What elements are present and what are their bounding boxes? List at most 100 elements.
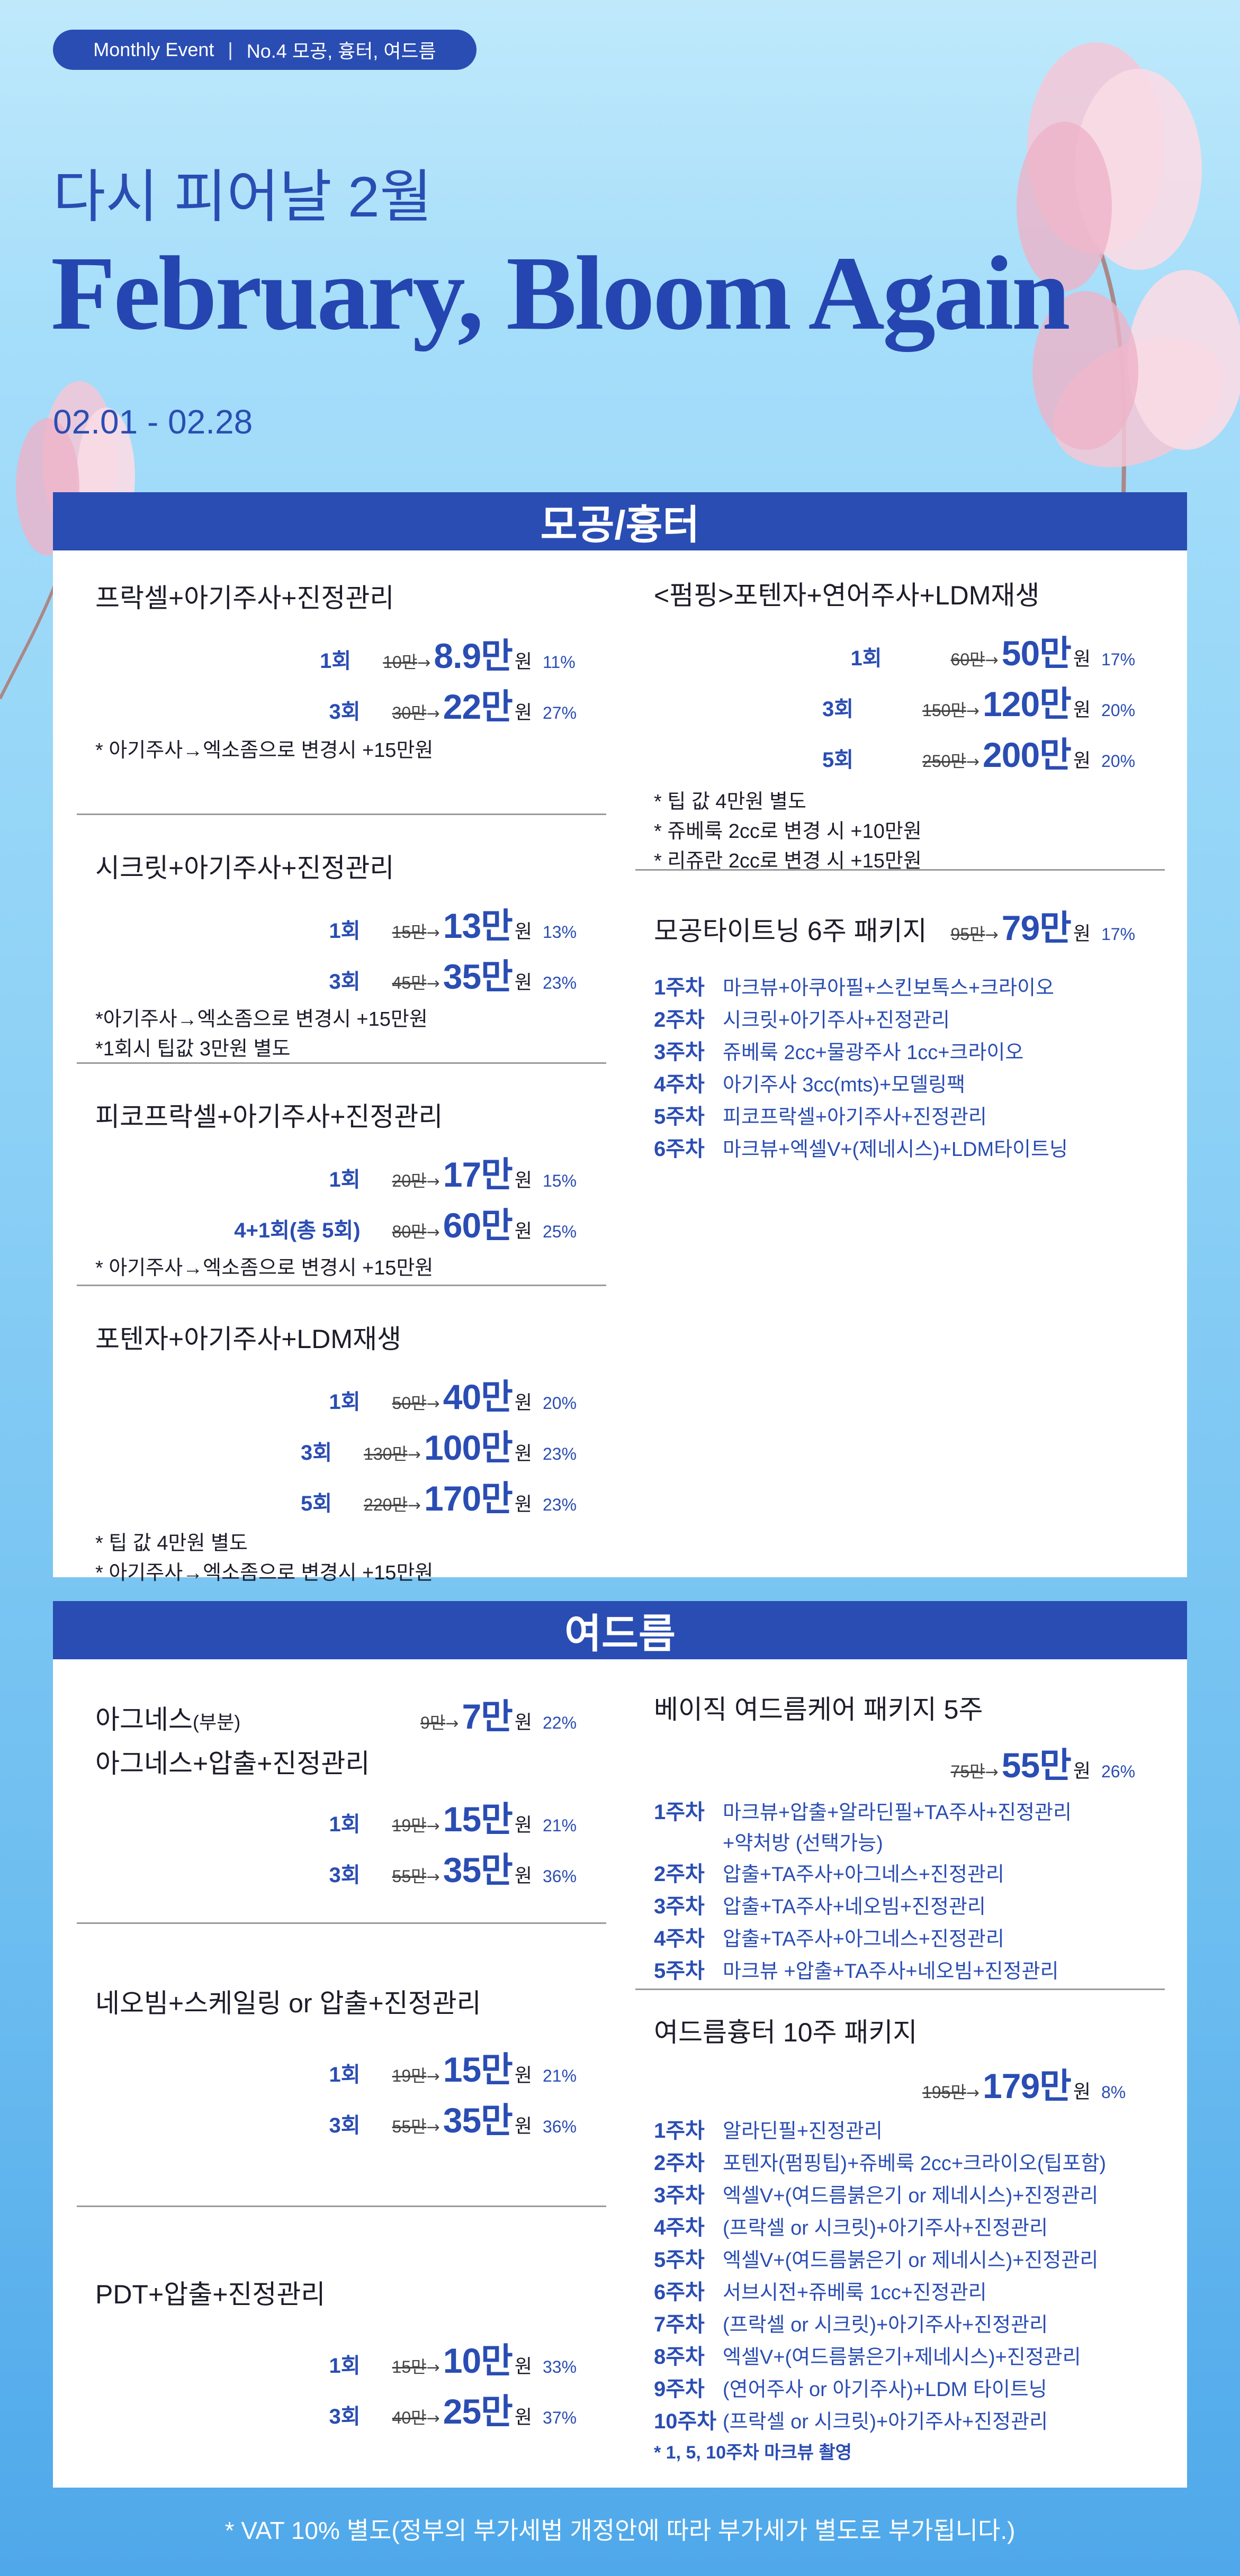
treatment-item: 아그네스(부분) 9만 → 7만 원 22% 아그네스+압출+진정관리 1회 1… — [77, 1659, 606, 1924]
week-label: 3주차 — [654, 1895, 705, 1918]
won-unit: 원 — [514, 2064, 532, 2086]
price-row: 1회 19만 → 15만 원 21% — [95, 2041, 590, 2092]
treatment-item: 포텐자+아기주사+LDM재생 1회 50만 → 40만 원 20% 3회 130… — [77, 1286, 606, 1584]
week-row: 4주차 압출+TA주사+아그네스+진정관리 — [654, 1923, 1149, 1955]
price-row: 3회 45만 → 35만 원 23% — [95, 948, 590, 999]
week-text: 포텐자(펌핑팁)+쥬베룩 2cc+크라이오(팁포함) — [723, 2153, 1107, 2175]
original-price: 19만 — [392, 1816, 427, 1835]
sale-price: 79만 — [1001, 908, 1072, 947]
acne-right-column: 베이직 여드름케어 패키지 5주 75만 → 55만 원 26% 1주차 마크뷰+… — [635, 1659, 1165, 2467]
treatment-item: 피코프락셀+아기주사+진정관리 1회 20만 → 17만 원 15% 4+1회(… — [77, 1064, 606, 1286]
week-row: 5주차 마크뷰 +압출+TA주사+네오빔+진정관리 — [654, 1955, 1149, 1987]
week-row: 2주차 시크릿+아기주사+진정관리 — [654, 1004, 1149, 1036]
week-row: 4주차 아기주사 3cc(mts)+모델링팩 — [654, 1069, 1149, 1101]
sale-price: 50만 — [1001, 634, 1072, 673]
won-unit: 원 — [1073, 923, 1091, 944]
treatment-title: 아그네스(부분) — [95, 1698, 240, 1737]
session-count: 1회 — [329, 1813, 361, 1836]
session-count: 1회 — [850, 647, 882, 670]
week-label: 4주차 — [654, 2216, 705, 2239]
price-row: 3회 55만 → 35만 원 36% — [95, 2092, 590, 2143]
week-label: 5주차 — [654, 1105, 705, 1128]
sale-price: 22만 — [443, 687, 513, 726]
week-text: 서브시전+쥬베룩 1cc+진정관리 — [723, 2282, 987, 2304]
price-row: 3회 40만 → 25만 원 37% — [95, 2383, 590, 2434]
arrow-icon: → — [426, 1395, 440, 1413]
package-item: 모공타이트닝 6주 패키지 95만 → 79만 원 17% 1주차 마크뷰+아쿠아… — [635, 871, 1165, 1165]
session-count: 5회 — [822, 748, 854, 772]
event-badge: Monthly Event | No.4 모공, 흉터, 여드름 — [53, 30, 477, 70]
week-text: 엑셀V+(여드름붉은기+제네시스)+진정관리 — [723, 2346, 1081, 2369]
discount-rate: 15% — [543, 1171, 577, 1190]
agnes-row: 아그네스(부분) 9만 → 7만 원 22% — [95, 1688, 590, 1739]
price-row: 1회 10만 → 8.9만 원 11% — [95, 628, 590, 679]
acne-left-column: 아그네스(부분) 9만 → 7만 원 22% 아그네스+압출+진정관리 1회 1… — [77, 1659, 606, 2434]
discount-rate: 23% — [543, 1444, 577, 1463]
sale-price: 120만 — [983, 684, 1072, 724]
week-text: 마크뷰+엑셀V+(제네시스)+LDM타이트닝 — [723, 1138, 1068, 1161]
session-count: 1회 — [329, 2063, 361, 2086]
sale-price: 200만 — [983, 735, 1072, 774]
price-row: 5회 250만 → 200만 원 20% — [654, 727, 1149, 778]
price-row: 1회 50만 → 40만 원 20% — [95, 1369, 590, 1420]
discount-rate: 21% — [543, 2066, 577, 2085]
week-label: 10주차 — [654, 2410, 717, 2433]
treatment-title: 아그네스+압출+진정관리 — [95, 1749, 370, 1778]
week-row: 8주차 엑셀V+(여드름붉은기+제네시스)+진정관리 — [654, 2341, 1149, 2373]
acne-panel: 여드름 아그네스(부분) 9만 → 7만 원 22% 아그네스+압출+진정관리 — [53, 1601, 1187, 2488]
original-price: 15만 — [392, 923, 427, 942]
package-price: 195만 → 179만 원 8% — [654, 2058, 1149, 2109]
week-row: 6주차 마크뷰+엑셀V+(제네시스)+LDM타이트닝 — [654, 1133, 1149, 1165]
week-label: 1주차 — [654, 976, 705, 999]
title-korean: 다시 피어날 2월 — [53, 165, 433, 229]
package-header: 모공타이트닝 6주 패키지 95만 → 79만 원 17% — [654, 900, 1149, 951]
arrow-icon: → — [985, 926, 999, 944]
week-row: 6주차 서브시전+쥬베룩 1cc+진정관리 — [654, 2276, 1149, 2309]
week-text: 마크뷰 +압출+TA주사+네오빔+진정관리 — [723, 1960, 1059, 1983]
discount-rate: 17% — [1101, 925, 1136, 944]
original-price: 60만 — [950, 650, 985, 669]
won-unit: 원 — [1073, 1760, 1091, 1782]
arrow-icon: → — [426, 1868, 440, 1886]
sale-price: 15만 — [443, 2050, 513, 2089]
discount-rate: 20% — [1101, 701, 1136, 720]
price-row: 3회 30만 → 22만 원 27% — [95, 679, 590, 729]
week-label: 6주차 — [654, 1137, 705, 1161]
sale-price: 179만 — [983, 2066, 1072, 2105]
arrow-icon: → — [985, 651, 999, 670]
week-text: 시크릿+아기주사+진정관리 — [723, 1009, 950, 1032]
treatment-note: * 쥬베룩 2cc로 변경 시 +10만원 — [654, 820, 922, 843]
session-count: 1회 — [329, 1168, 361, 1191]
sale-price: 35만 — [443, 2101, 513, 2140]
week-row: 10주차 (프락셀 or 시크릿)+아기주사+진정관리 — [654, 2406, 1149, 2438]
arrow-icon: → — [426, 2067, 440, 2086]
treatment-title-main: 아그네스 — [95, 1705, 193, 1734]
discount-rate: 22% — [543, 1713, 577, 1732]
treatment-note: * 리쥬란 2cc로 변경 시 +15만원 — [654, 850, 922, 872]
week-label: 3주차 — [654, 2184, 705, 2207]
sale-price: 25만 — [443, 2392, 513, 2431]
treatment-title: 포텐자+아기주사+LDM재생 — [95, 1324, 401, 1354]
treatment-note: * 아기주사→엑소좀으로 변경시 +15만원 — [95, 1562, 434, 1584]
week-text: 아기주사 3cc(mts)+모델링팩 — [723, 1074, 966, 1096]
week-label: 1주차 — [654, 1801, 705, 1824]
week-row: 3주차 쥬베룩 2cc+물광주사 1cc+크라이오 — [654, 1036, 1149, 1069]
week-label: 6주차 — [654, 2281, 705, 2304]
won-unit: 원 — [514, 650, 532, 672]
week-row: 1주차 알라딘필+진정관리 — [654, 2115, 1149, 2147]
week-row: 2주차 압출+TA주사+아그네스+진정관리 — [654, 1858, 1149, 1891]
week-row: 2주차 포텐자(펌핑팁)+쥬베룩 2cc+크라이오(팁포함) — [654, 2147, 1149, 2180]
sale-price: 60만 — [443, 1206, 513, 1245]
title-english: February, Bloom Again — [51, 235, 1071, 352]
original-price: 10만 — [383, 653, 418, 672]
week-label: 7주차 — [654, 2313, 705, 2336]
week-text: 쥬베룩 2cc+물광주사 1cc+크라이오 — [723, 1042, 1024, 1064]
discount-rate: 25% — [543, 1222, 577, 1241]
session-count: 3회 — [329, 1864, 361, 1887]
original-price: 95만 — [950, 925, 985, 944]
week-text: 마크뷰+압출+알라딘필+TA주사+진정관리 — [723, 1802, 1072, 1824]
arrow-icon: → — [426, 974, 440, 993]
discount-rate: 36% — [543, 1867, 577, 1886]
vat-footnote: * VAT 10% 별도(정부의 부가세법 개정안에 따라 부가세가 별도로 부… — [224, 2517, 1016, 2544]
session-count: 1회 — [320, 649, 352, 673]
